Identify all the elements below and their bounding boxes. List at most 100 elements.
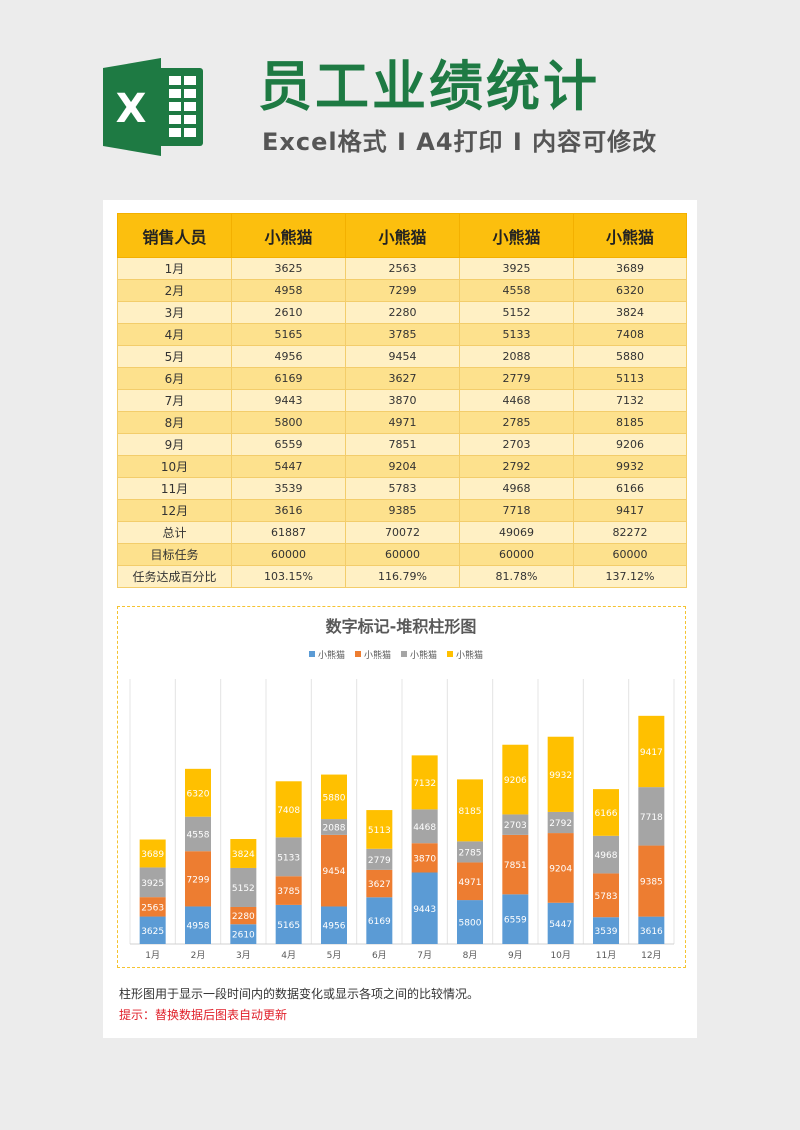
row-label-cell: 6月 <box>117 367 232 390</box>
data-label: 5165 <box>277 921 300 931</box>
bar-segment <box>139 839 166 868</box>
bar-segment <box>593 917 619 944</box>
table-row: 9月 6559 7851 2703 9206 <box>117 433 687 456</box>
bar-segment <box>638 787 665 846</box>
row-label-cell: 11月 <box>117 477 232 500</box>
legend-entry: 小熊猫 <box>318 649 345 661</box>
table-cell: 49069 <box>459 521 574 544</box>
data-label: 8185 <box>459 807 482 817</box>
table-cell: 3539 <box>231 477 346 500</box>
legend-swatch <box>447 651 453 657</box>
data-label: 3870 <box>413 854 436 864</box>
row-label-cell: 2月 <box>117 279 232 302</box>
bar-segment <box>638 715 665 788</box>
row-label-cell: 8月 <box>117 411 232 434</box>
table-cell: 9385 <box>345 499 460 522</box>
data-label: 6166 <box>595 809 618 819</box>
table-row: 10月 5447 9204 2792 9932 <box>117 455 687 478</box>
table-cell: 2779 <box>459 367 574 390</box>
data-label: 7299 <box>187 875 210 885</box>
table-cell: 5152 <box>459 301 574 324</box>
table-cell: 6320 <box>573 279 687 302</box>
data-label: 2088 <box>323 823 346 833</box>
table-cell: 2088 <box>459 345 574 368</box>
row-label-cell: 7月 <box>117 389 232 412</box>
bar-segment <box>185 768 211 817</box>
excel-logo-icon: X <box>103 58 203 156</box>
bar-segment <box>275 781 302 838</box>
x-tick-label: 8月 <box>463 950 478 961</box>
data-label: 7408 <box>277 806 300 816</box>
row-label-cell: 4月 <box>117 323 232 346</box>
table-cell: 61887 <box>231 521 346 544</box>
x-tick-label: 5月 <box>327 950 342 961</box>
table-row: 2月 4958 7299 4558 6320 <box>117 279 687 302</box>
spreadsheet-sheet: 销售人员 小熊猫 小熊猫 小熊猫 小熊猫 1月 3625 2563 3925 3689 2… <box>103 200 697 1038</box>
data-label: 9443 <box>413 905 436 915</box>
table-cell: 5800 <box>231 411 346 434</box>
data-label: 5152 <box>232 884 255 894</box>
legend-entry: 小熊猫 <box>364 649 391 661</box>
table-cell: 2792 <box>459 455 574 478</box>
table-cell: 2610 <box>231 301 346 324</box>
data-label: 3627 <box>368 880 391 890</box>
data-label: 6320 <box>187 789 210 799</box>
bar-segment <box>139 867 166 898</box>
table-cell: 7132 <box>573 389 687 412</box>
table-header-cell: 销售人员 <box>117 213 232 258</box>
table-cell: 3824 <box>573 301 687 324</box>
data-label: 2563 <box>141 903 164 913</box>
x-tick-label: 11月 <box>596 950 616 961</box>
table-cell: 6166 <box>573 477 687 500</box>
bar-segment <box>502 744 529 815</box>
table-row: 6月 6169 3627 2779 5113 <box>117 367 687 390</box>
table-cell: 81.78% <box>459 565 574 588</box>
table-cell: 8185 <box>573 411 687 434</box>
bar-segment <box>502 814 529 835</box>
bar-segment <box>411 809 438 844</box>
row-label-cell: 目标任务 <box>117 543 232 566</box>
table-cell: 3785 <box>345 323 460 346</box>
legend-swatch <box>355 651 361 657</box>
data-label: 3824 <box>232 850 255 860</box>
table-cell: 9932 <box>573 455 687 478</box>
data-label: 4558 <box>187 830 210 840</box>
bar-segment <box>230 839 257 868</box>
bar-segment <box>502 894 529 944</box>
table-cell: 82272 <box>573 521 687 544</box>
table-cell: 2703 <box>459 433 574 456</box>
table-cell: 7718 <box>459 499 574 522</box>
bar-segment <box>457 900 483 944</box>
table-row: 11月 3539 5783 4968 6166 <box>117 477 687 500</box>
tip-text: 提示：替换数据后图表自动更新 <box>119 1008 288 1022</box>
legend-swatch <box>309 651 315 657</box>
header: X 员工业绩统计 Excel格式 I A4打印 I 内容可修改 <box>0 0 800 195</box>
bar-segment <box>321 774 347 820</box>
table-cell: 3925 <box>459 257 574 280</box>
data-label: 9454 <box>323 867 346 877</box>
page-title: 员工业绩统计 <box>258 55 600 118</box>
bar-segment <box>275 837 302 877</box>
x-tick-label: 2月 <box>191 950 206 961</box>
data-label: 5800 <box>459 919 482 929</box>
data-label: 4971 <box>459 878 482 888</box>
bar-segment <box>366 869 393 898</box>
bar-segment <box>638 845 665 917</box>
table-row: 5月 4956 9454 2088 5880 <box>117 345 687 368</box>
bar-segment <box>457 862 483 901</box>
row-label-cell: 9月 <box>117 433 232 456</box>
data-label: 3539 <box>595 927 618 937</box>
bar-segment <box>185 906 211 944</box>
bar-segment <box>593 873 619 918</box>
table-cell: 60000 <box>573 543 687 566</box>
data-label: 6559 <box>504 916 527 926</box>
table-row: 8月 5800 4971 2785 8185 <box>117 411 687 434</box>
bar-segment <box>457 779 483 842</box>
bar-segment <box>457 841 483 863</box>
data-label: 5447 <box>549 920 572 930</box>
data-label: 5133 <box>277 853 300 863</box>
table-header-row: 销售人员 小熊猫 小熊猫 小熊猫 小熊猫 <box>117 213 687 258</box>
data-label: 6169 <box>368 917 391 927</box>
bar-segment <box>139 916 166 944</box>
